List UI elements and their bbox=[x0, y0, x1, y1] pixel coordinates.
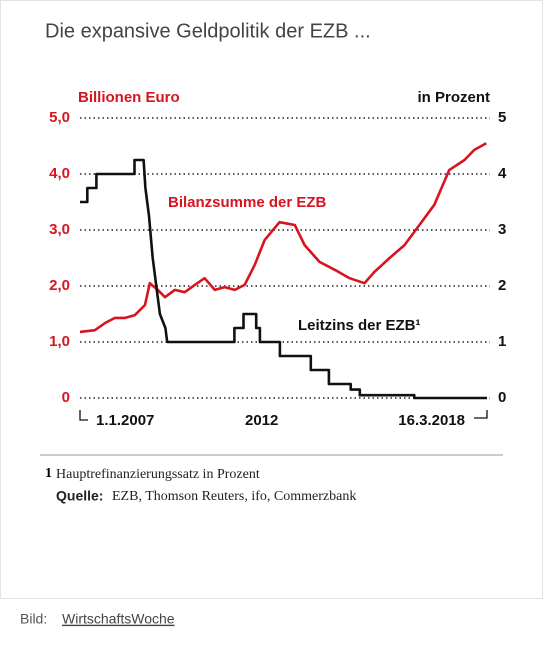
source: EZB, Thomson Reuters, ifo, Commerzbank bbox=[112, 489, 356, 504]
footnote-marker: 1 bbox=[45, 466, 52, 481]
footnote: Hauptrefinanzierungssatz in Prozent bbox=[56, 467, 260, 482]
y2-tick-label: 3 bbox=[498, 221, 506, 238]
series-line bbox=[80, 158, 487, 400]
y-axis-label: Billionen Euro bbox=[78, 89, 180, 106]
y2-tick-label: 4 bbox=[498, 165, 507, 182]
series-label: Bilanzsumme der EZB bbox=[168, 194, 327, 211]
y2-tick-label: 2 bbox=[498, 277, 506, 294]
x-tick-label: 1.1.2007 bbox=[96, 412, 154, 429]
credit-label: Bild: bbox=[20, 611, 47, 627]
series-line bbox=[79, 142, 487, 334]
chart-title: Die expansive Geldpolitik der EZB ... bbox=[45, 20, 371, 42]
credit-link[interactable]: WirtschaftsWoche bbox=[62, 611, 175, 627]
y2-tick-label: 0 bbox=[498, 389, 506, 406]
y-tick-label: 1,0 bbox=[49, 333, 70, 350]
y2-axis-label: in Prozent bbox=[417, 89, 490, 106]
y-tick-label: 3,0 bbox=[49, 221, 70, 238]
y2-tick-label: 5 bbox=[498, 109, 506, 126]
card bbox=[0, 0, 543, 599]
source-label: Quelle: bbox=[56, 488, 103, 504]
x-tick-label: 16.3.2018 bbox=[398, 412, 465, 429]
y2-tick-label: 1 bbox=[498, 333, 506, 350]
y-tick-label: 4,0 bbox=[49, 165, 70, 182]
y-tick-label: 5,0 bbox=[49, 109, 70, 126]
start-arrow bbox=[79, 410, 88, 421]
end-arrow bbox=[474, 410, 488, 419]
y-tick-label: 0 bbox=[62, 389, 70, 406]
y-tick-label: 2,0 bbox=[49, 277, 70, 294]
x-tick-label: 2012 bbox=[245, 412, 278, 429]
series-label: Leitzins der EZB¹ bbox=[298, 317, 421, 334]
